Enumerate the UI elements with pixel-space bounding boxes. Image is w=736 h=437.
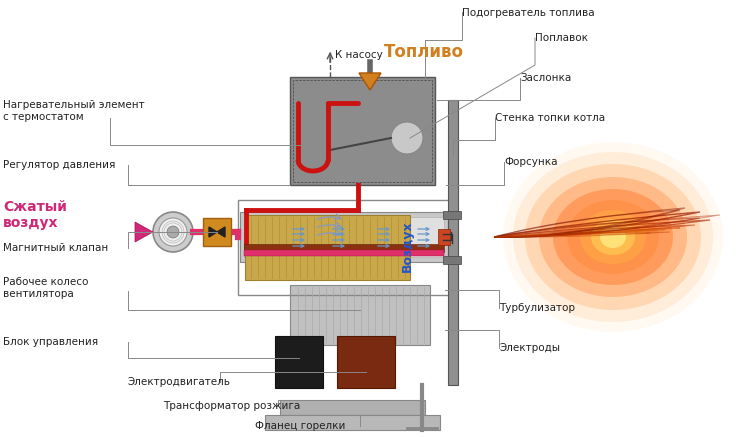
Text: Магнитный клапан: Магнитный клапан [3, 243, 108, 253]
Circle shape [153, 212, 193, 252]
Ellipse shape [525, 164, 701, 310]
Text: К насосу: К насосу [335, 50, 383, 60]
Ellipse shape [591, 219, 635, 255]
Text: Поплавок: Поплавок [535, 33, 588, 43]
Text: Заслонка: Заслонка [520, 73, 571, 83]
Bar [265, 415, 440, 430]
Bar [244, 244, 444, 252]
Ellipse shape [600, 226, 626, 248]
Text: Трансформатор розжига: Трансформатор розжига [163, 401, 300, 411]
Text: Стенка топки котла: Стенка топки котла [495, 113, 605, 123]
Text: Турбулизатор: Турбулизатор [499, 303, 575, 313]
Text: Блок управления: Блок управления [3, 337, 98, 347]
Text: Топливо: Топливо [384, 43, 464, 61]
Ellipse shape [539, 177, 687, 297]
Bar [443, 256, 461, 264]
Ellipse shape [567, 200, 659, 274]
Circle shape [167, 226, 179, 238]
Circle shape [159, 218, 187, 246]
Bar [238, 200, 453, 295]
Polygon shape [135, 222, 153, 242]
Polygon shape [359, 73, 381, 90]
Text: Воздух: Воздух [400, 220, 414, 272]
Text: Электроды: Электроды [499, 343, 560, 353]
Ellipse shape [503, 142, 723, 332]
Circle shape [391, 122, 423, 154]
Bar [443, 211, 461, 219]
Ellipse shape [513, 152, 713, 322]
Bar [275, 336, 323, 388]
Ellipse shape [553, 189, 673, 285]
Ellipse shape [580, 210, 646, 264]
Bar [280, 400, 425, 415]
Bar [240, 212, 448, 262]
Text: Нагревательный элемент
с термостатом: Нагревательный элемент с термостатом [3, 100, 145, 121]
Polygon shape [217, 227, 225, 237]
Polygon shape [209, 227, 217, 237]
Text: Форсунка: Форсунка [504, 157, 557, 167]
Bar [245, 215, 410, 280]
Bar [203, 218, 231, 246]
Bar [293, 80, 432, 182]
Text: Электродвигатель: Электродвигатель [128, 377, 231, 387]
Bar [290, 77, 435, 185]
Bar [337, 336, 395, 388]
Text: Рабочее колесо
вентилятора: Рабочее колесо вентилятора [3, 277, 88, 299]
Bar [290, 285, 430, 345]
Text: Фланец горелки: Фланец горелки [255, 421, 345, 431]
Bar [438, 229, 450, 245]
Bar [244, 217, 444, 257]
Text: Регулятор давления: Регулятор давления [3, 160, 116, 170]
Bar [244, 250, 444, 256]
Text: Сжатый
воздух: Сжатый воздух [3, 200, 67, 230]
Text: Подогреватель топлива: Подогреватель топлива [462, 8, 595, 18]
Bar [448, 100, 458, 385]
